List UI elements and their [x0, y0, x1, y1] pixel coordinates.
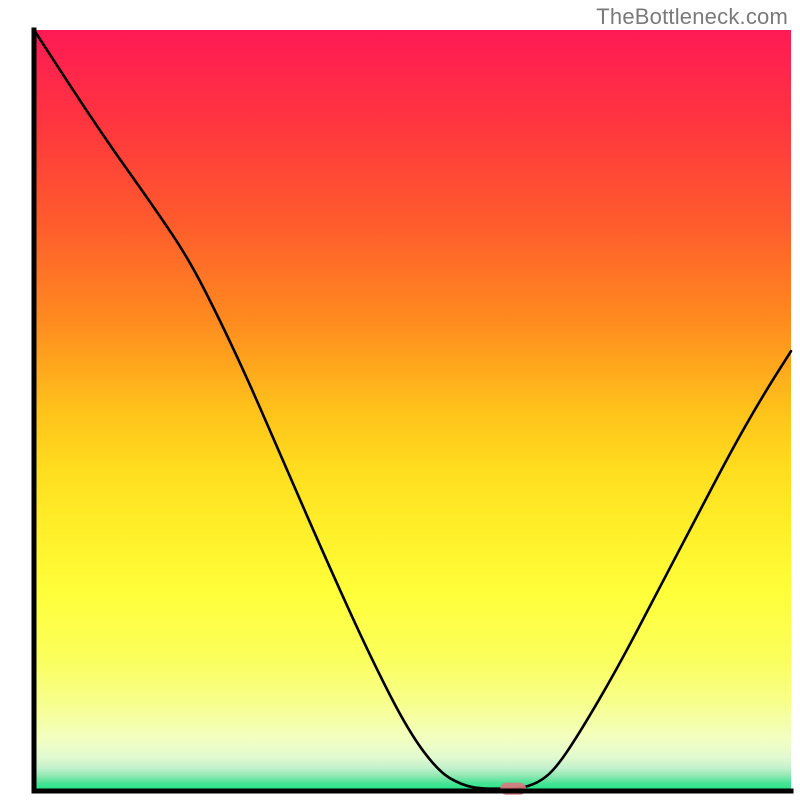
chart-container: TheBottleneck.com	[0, 0, 800, 800]
bottleneck-chart	[0, 0, 800, 800]
watermark-text: TheBottleneck.com	[596, 4, 788, 30]
gradient-background	[34, 30, 791, 791]
